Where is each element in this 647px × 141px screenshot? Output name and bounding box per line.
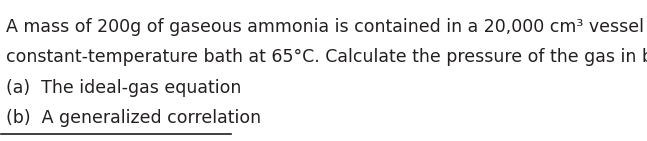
Text: constant-temperature bath at 65°C. Calculate the pressure of the gas in bar by:: constant-temperature bath at 65°C. Calcu… bbox=[6, 48, 647, 66]
Text: (b)  A generalized correlation: (b) A generalized correlation bbox=[6, 109, 261, 127]
Text: (a)  The ideal-gas equation: (a) The ideal-gas equation bbox=[6, 79, 241, 97]
Text: A mass of 200g of gaseous ammonia is contained in a 20,000 cm³ vessel immersed i: A mass of 200g of gaseous ammonia is con… bbox=[6, 18, 647, 36]
